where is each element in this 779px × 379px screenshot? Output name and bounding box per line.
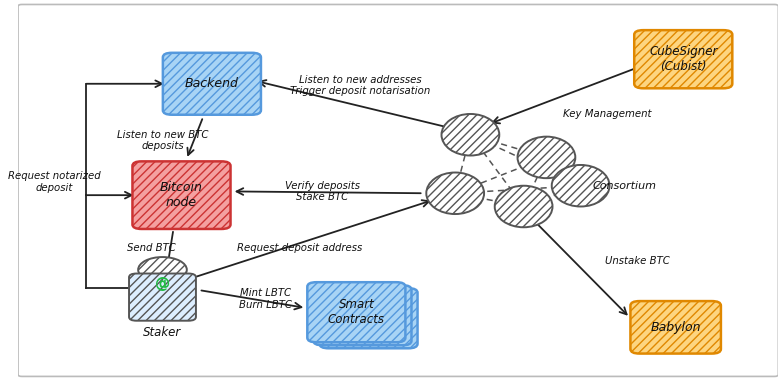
FancyBboxPatch shape [313,285,411,345]
Text: Bitcoin
node: Bitcoin node [160,181,203,209]
Ellipse shape [426,172,484,214]
FancyBboxPatch shape [132,161,231,229]
Text: Listen to new BTC
deposits: Listen to new BTC deposits [117,130,208,151]
Text: Request deposit address: Request deposit address [237,243,362,253]
FancyBboxPatch shape [319,288,418,348]
Text: Send BTC: Send BTC [127,243,175,253]
Text: Key Management: Key Management [563,109,651,119]
Ellipse shape [495,186,552,227]
Text: Backend: Backend [185,77,239,90]
Text: Mint LBTC
Burn LBTC: Mint LBTC Burn LBTC [238,288,291,310]
Text: Unstake BTC: Unstake BTC [605,256,670,266]
Text: Listen to new addresses
Trigger deposit notarisation: Listen to new addresses Trigger deposit … [290,75,430,97]
Text: CubeSigner
(Cubist): CubeSigner (Cubist) [649,45,717,73]
Text: Staker: Staker [143,326,182,340]
Text: Verify deposits
Stake BTC: Verify deposits Stake BTC [284,180,360,202]
Text: Smart
Contracts: Smart Contracts [328,298,385,326]
Text: Babylon: Babylon [650,321,701,334]
Ellipse shape [138,257,187,282]
FancyBboxPatch shape [129,274,196,321]
FancyBboxPatch shape [163,53,261,115]
Text: Consortium: Consortium [592,181,656,191]
Ellipse shape [517,137,576,178]
Ellipse shape [552,165,609,207]
FancyBboxPatch shape [307,282,405,342]
FancyBboxPatch shape [630,301,721,354]
Ellipse shape [442,114,499,155]
FancyBboxPatch shape [634,30,732,88]
Text: @: @ [155,276,170,291]
Text: Request notarized
deposit: Request notarized deposit [9,171,100,193]
